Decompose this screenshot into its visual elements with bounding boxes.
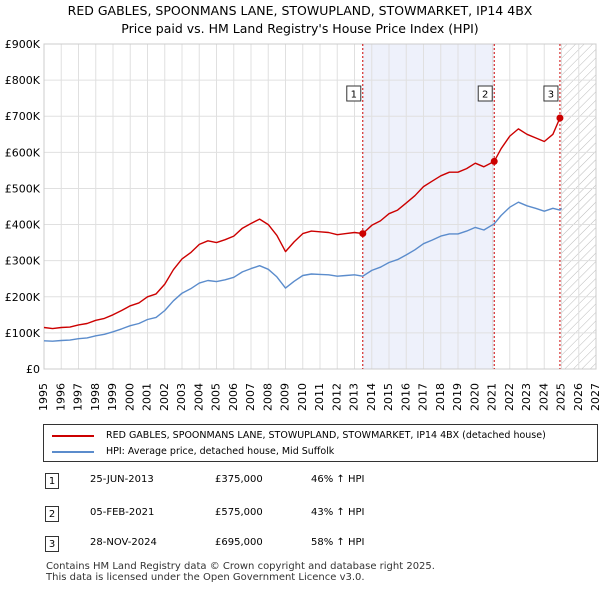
x-tick-label: 2013 — [348, 383, 361, 411]
x-tick-label: 2014 — [365, 383, 378, 411]
title-line-2: Price paid vs. HM Land Registry's House … — [121, 21, 479, 36]
sale-label: 3 — [548, 90, 554, 101]
sale-row: 2 05-FEB-2021 £575,000 43% ↑ HPI — [43, 503, 598, 525]
x-tick-label: 2002 — [158, 383, 171, 411]
sale-date: 25-JUN-2013 — [90, 474, 154, 485]
y-tick-label: £700K — [5, 110, 41, 123]
sale-label-box — [346, 85, 362, 102]
sale-date: 28-NOV-2024 — [90, 537, 157, 548]
x-tick-label: 2018 — [434, 383, 447, 411]
x-tick-label: 2001 — [141, 383, 154, 411]
x-tick-label: 2004 — [192, 383, 205, 411]
x-tick-label: 2015 — [382, 383, 395, 411]
x-tick-label: 2006 — [227, 383, 240, 411]
x-tick-label: 2008 — [261, 383, 274, 411]
y-tick-label: £0 — [26, 363, 40, 376]
sale-number: 3 — [45, 536, 59, 552]
x-tick-label: 1998 — [89, 383, 102, 411]
x-tick-label: 1995 — [37, 383, 50, 411]
sale-hpi-change: 46% ↑ HPI — [311, 474, 365, 485]
x-tick-label: 2020 — [468, 383, 481, 411]
x-tick-label: 2011 — [313, 383, 326, 411]
x-tick-label: 2027 — [589, 383, 600, 411]
y-tick-label: £200K — [5, 291, 41, 304]
x-tick-label: 1996 — [54, 383, 67, 411]
price-chart: £0 £100K £200K £300K £400K £500K £600K £700K £80… — [5, 38, 600, 411]
x-tick-label: 2025 — [555, 383, 568, 411]
legend-item-hpi: HPI: Average price, detached house, Mid … — [52, 444, 334, 460]
y-tick-label: £900K — [5, 38, 41, 51]
legend-label-property: RED GABLES, SPOONMANS LANE, STOWUPLAND, … — [106, 430, 546, 441]
y-tick-label: £500K — [5, 182, 41, 195]
legend-swatch-property — [52, 434, 94, 437]
sale-price: £695,000 — [215, 537, 263, 548]
x-tick-label: 2000 — [123, 383, 136, 411]
x-tick-label: 2005 — [210, 383, 223, 411]
hpi-line — [43, 201, 563, 342]
x-tick-label: 2003 — [175, 383, 188, 411]
chart-title: RED GABLES, SPOONMANS LANE, STOWUPLAND, … — [0, 2, 600, 38]
ownership-shade — [362, 44, 495, 369]
sale-price: £575,000 — [215, 507, 263, 518]
sale-point — [490, 157, 498, 165]
legend-label-hpi: HPI: Average price, detached house, Mid … — [106, 446, 335, 457]
plot-border — [43, 43, 597, 370]
sale-row: 1 25-JUN-2013 £375,000 46% ↑ HPI — [43, 470, 598, 492]
legend-item-property: RED GABLES, SPOONMANS LANE, STOWUPLAND, … — [52, 428, 546, 444]
sale-label-box — [543, 85, 559, 102]
sale-hpi-change: 58% ↑ HPI — [311, 537, 365, 548]
x-tick-label: 2009 — [279, 383, 292, 411]
footer: Contains HM Land Registry data © Crown c… — [46, 561, 435, 583]
sale-hpi-change: 43% ↑ HPI — [311, 507, 365, 518]
x-tick-label: 1999 — [106, 383, 119, 411]
x-tick-label: 2023 — [520, 383, 533, 411]
sale-price: £375,000 — [215, 474, 263, 485]
x-tick-label: 2012 — [330, 383, 343, 411]
x-tick-label: 2019 — [451, 383, 464, 411]
y-tick-label: £300K — [5, 255, 41, 268]
x-tick-label: 2010 — [296, 383, 309, 411]
y-tick-label: £400K — [5, 219, 41, 232]
chart-legend: RED GABLES, SPOONMANS LANE, STOWUPLAND, … — [43, 424, 598, 462]
y-tick-label: £100K — [5, 327, 41, 340]
property-price-line — [43, 115, 563, 330]
sale-point — [556, 114, 564, 122]
sale-label: 1 — [351, 90, 357, 101]
footer-copyright: Contains HM Land Registry data © Crown c… — [46, 561, 435, 572]
sale-date: 05-FEB-2021 — [90, 507, 155, 518]
x-tick-label: 2021 — [486, 383, 499, 411]
sale-point — [359, 230, 367, 238]
title-line-1: RED GABLES, SPOONMANS LANE, STOWUPLAND, … — [67, 3, 533, 18]
x-tick-label: 2022 — [503, 383, 516, 411]
footer-licence: This data is licensed under the Open Gov… — [46, 572, 365, 583]
sale-number: 1 — [45, 473, 59, 489]
legend-swatch-hpi — [52, 450, 94, 453]
x-tick-label: 1997 — [72, 383, 85, 411]
x-tick-label: 2007 — [244, 383, 257, 411]
sale-number: 2 — [45, 506, 59, 522]
y-tick-label: £600K — [5, 146, 41, 159]
x-tick-label: 2026 — [572, 383, 585, 411]
x-tick-label: 2016 — [399, 383, 412, 411]
sale-label-box — [477, 85, 493, 102]
y-tick-label: £800K — [5, 74, 41, 87]
sale-row: 3 28-NOV-2024 £695,000 58% ↑ HPI — [43, 533, 598, 555]
x-tick-label: 2024 — [537, 383, 550, 411]
x-tick-label: 2017 — [417, 383, 430, 411]
sale-label: 2 — [482, 90, 488, 101]
